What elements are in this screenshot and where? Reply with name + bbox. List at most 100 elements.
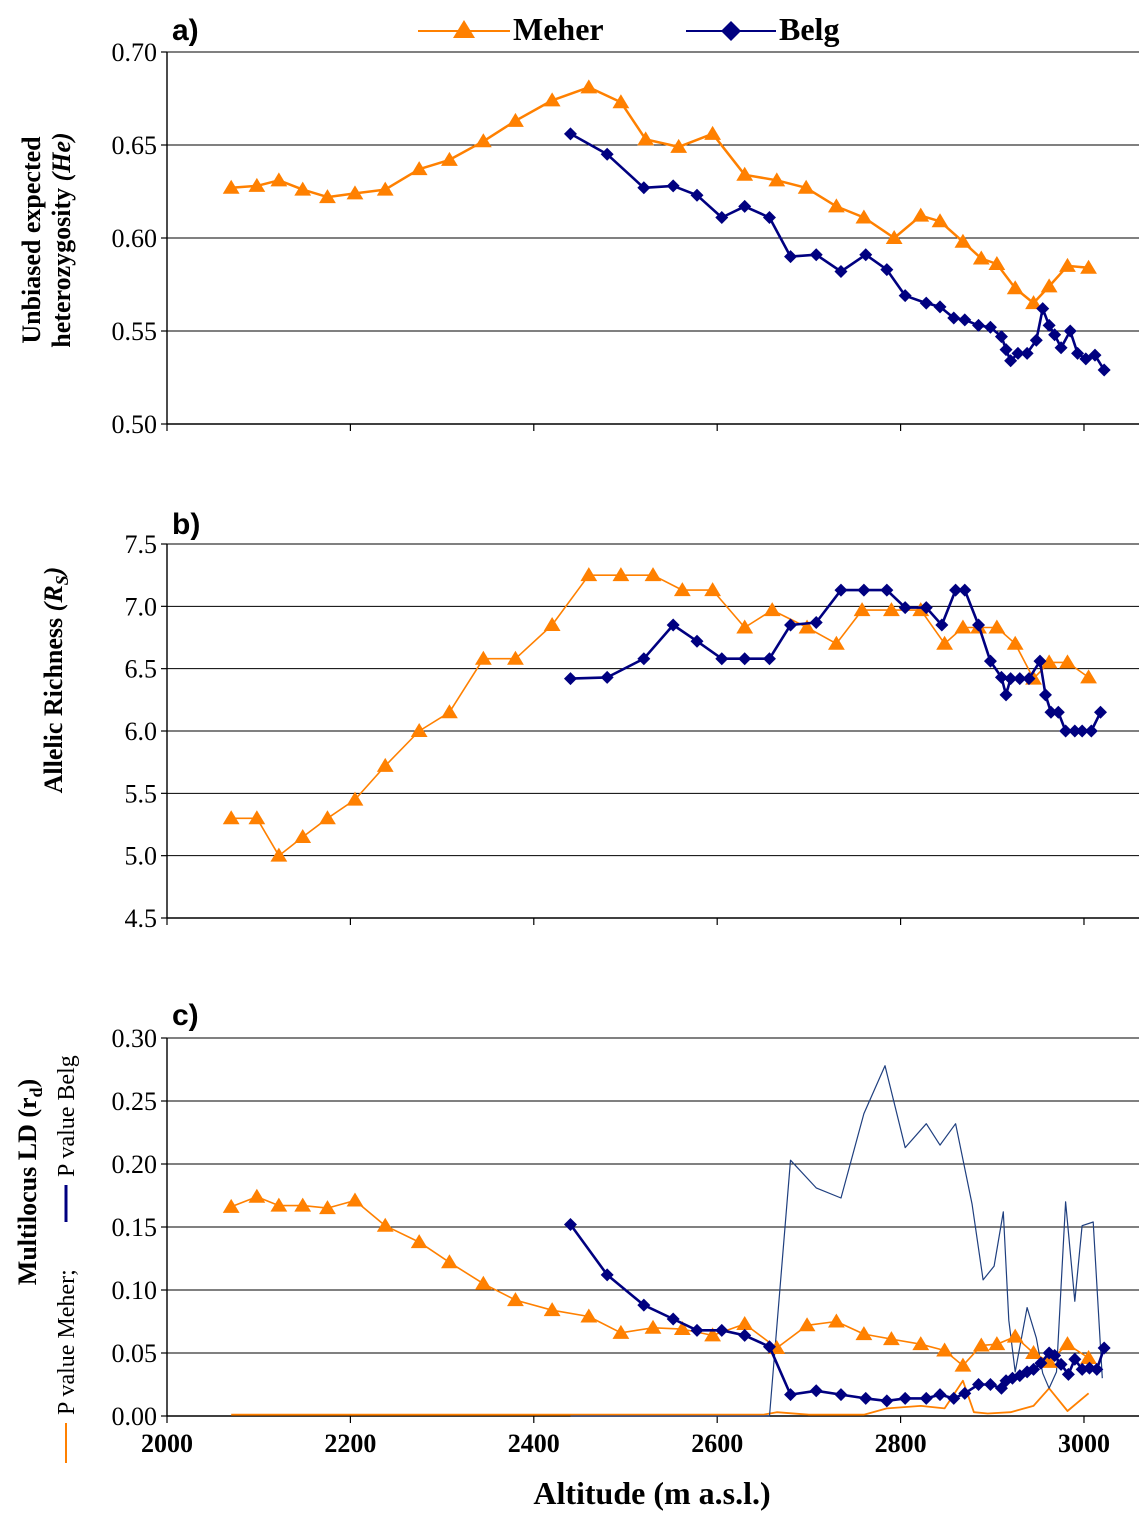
series-meher-point [972, 1337, 990, 1352]
series-belg-point [1048, 328, 1062, 342]
legend-belg-label: Belg [779, 11, 839, 47]
y-tick-label: 0.25 [112, 1087, 158, 1116]
series-belg-point [1036, 302, 1050, 316]
series-meher-line [231, 574, 1090, 857]
pvalue-meher-label: P value Meher; [54, 1269, 80, 1415]
series-belg-point [637, 1298, 651, 1312]
series-belg-point [690, 634, 704, 648]
series-belg-point [1054, 1357, 1068, 1371]
series-meher-point [441, 151, 458, 166]
series-belg-point [1042, 318, 1056, 332]
series-meher-point [853, 602, 871, 617]
series-belg-point [666, 618, 680, 632]
series-belg-point [1038, 688, 1052, 702]
series-belg-point [919, 601, 933, 615]
series-meher-point [376, 757, 394, 772]
series-belg-point [715, 652, 729, 666]
series-meher-point [507, 1292, 524, 1307]
y-tick-label: 0.70 [112, 38, 158, 67]
series-meher-point [673, 582, 691, 597]
y-tick-label: 0.15 [112, 1213, 158, 1242]
series-belg-point [1033, 654, 1047, 668]
series-meher-point [704, 582, 722, 597]
series-belg-point [600, 147, 614, 161]
series-belg-point [563, 672, 577, 686]
series-meher-point [612, 567, 630, 582]
series-belg-point [666, 1312, 680, 1326]
x-tick-label: 3000 [1058, 1429, 1110, 1458]
series-belg-point [1051, 705, 1065, 719]
series-meher-point [507, 112, 524, 127]
series-meher-point [474, 650, 492, 665]
series-belg-point [809, 248, 823, 262]
series-meher-point [1080, 1350, 1097, 1365]
series-meher-point [883, 602, 900, 617]
series-belg-point [1044, 705, 1058, 719]
series-belg-point [784, 250, 798, 264]
series-meher-point [798, 619, 816, 634]
series-meher-point [855, 209, 873, 224]
series-meher-point [912, 207, 930, 222]
panel-a-ylabel-line2: heterozygosity (He) [47, 132, 76, 347]
series-belg-line [569, 132, 1106, 371]
series-meher-point [1025, 295, 1042, 310]
series-belg-point [784, 618, 798, 632]
y-tick-label: 0.00 [112, 1402, 158, 1431]
series-belg-point [1004, 672, 1018, 686]
series-belg-point [1097, 1341, 1111, 1355]
series-belg-point [1029, 333, 1043, 347]
series-belg-point [1011, 346, 1025, 360]
series-belg-point [1034, 1356, 1048, 1370]
y-tick-label: 6.5 [125, 655, 158, 684]
series-meher-point [543, 1302, 561, 1317]
series-belg-point [857, 583, 871, 597]
series-meher-point [270, 847, 288, 862]
series-belg-point [1068, 1352, 1082, 1366]
series-belg-point [880, 583, 894, 597]
series-belg-point [933, 300, 947, 314]
series-meher-point [580, 1308, 598, 1323]
x-tick-label: 2000 [141, 1429, 193, 1458]
series-meher-point [736, 166, 754, 181]
series-p-value-meher-line [231, 1379, 1090, 1416]
pvalue-legend: P value Meher; P value Belg [54, 1055, 80, 1463]
legend-meher-marker [453, 20, 475, 38]
series-belg-point [690, 1323, 704, 1337]
y-tick-label: 0.20 [112, 1150, 158, 1179]
series-belg-point [949, 583, 963, 597]
series-belg-point [1013, 672, 1027, 686]
series-meher-point [797, 179, 815, 194]
series-meher-point [346, 185, 364, 200]
series-belg-point [762, 1340, 776, 1354]
series-meher-point [912, 1336, 930, 1351]
series-belg-line [570, 588, 1102, 733]
series-belg-point [880, 1394, 894, 1408]
legend-belg-marker [721, 21, 741, 41]
series-meher-point [768, 172, 786, 187]
y-tick-label: 0.50 [112, 410, 158, 439]
series-belg-point [880, 263, 894, 277]
x-tick-label: 2600 [691, 1429, 743, 1458]
series-meher-point [988, 256, 1006, 271]
series-belg-point [983, 1378, 997, 1391]
series-meher-point [883, 1331, 900, 1346]
series-p-value-belg-line [570, 1065, 1103, 1417]
series-meher-point [346, 1192, 364, 1207]
series-meher-point [222, 810, 240, 825]
series-belg-point [666, 179, 680, 193]
series-belg-point [972, 618, 986, 632]
series-belg-point [738, 199, 752, 213]
series-meher-point [736, 1316, 754, 1331]
legend: Meher Belg [418, 11, 839, 47]
series-meher-point [222, 1198, 240, 1213]
series-meher-point [1059, 1336, 1076, 1351]
series-belg-point [715, 1323, 729, 1337]
y-tick-label: 0.05 [112, 1339, 158, 1368]
series-belg-point [1020, 346, 1034, 360]
series-belg-point [1061, 1367, 1075, 1381]
series-belg-point [762, 652, 776, 666]
series-belg-point [784, 1388, 798, 1402]
series-belg-point [1088, 348, 1102, 362]
series-belg-point [947, 311, 961, 325]
series-meher-point [410, 723, 428, 737]
